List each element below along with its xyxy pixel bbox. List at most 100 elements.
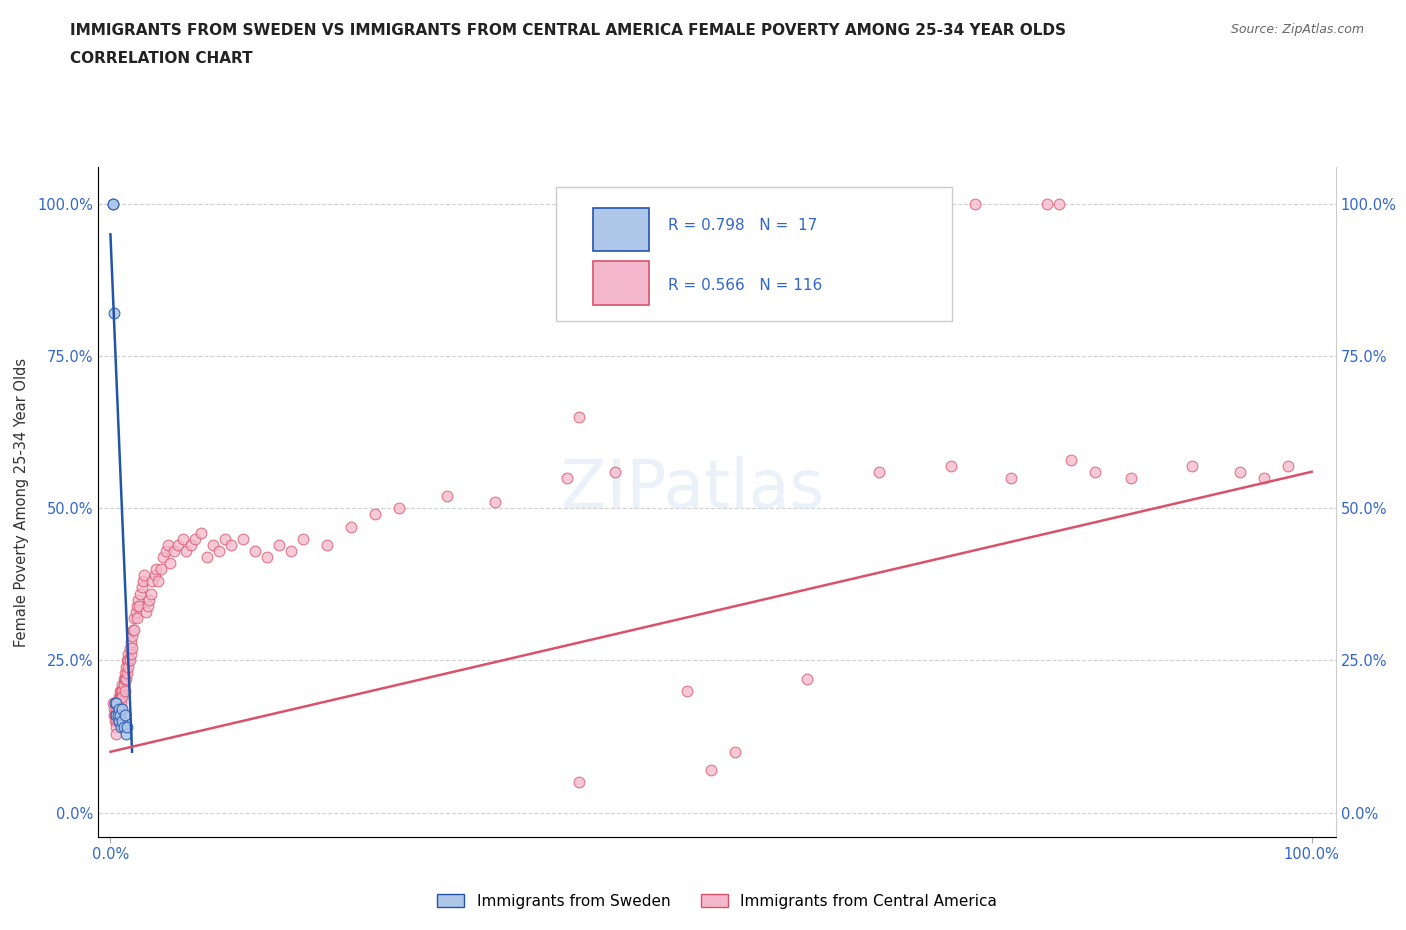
Point [117, 653, 139, 668]
Point [280, 543, 302, 558]
Point [120, 635, 142, 650]
Point [118, 653, 141, 668]
Point [117, 659, 139, 674]
Point [388, 501, 411, 516]
Point [105, 726, 128, 741]
Point [163, 543, 186, 558]
Point [190, 525, 212, 540]
Point [1277, 458, 1299, 473]
Point [339, 519, 361, 534]
Point [108, 708, 131, 723]
Point [127, 592, 149, 607]
Point [195, 550, 218, 565]
Point [676, 684, 699, 698]
Point [1060, 452, 1083, 467]
Point [965, 196, 987, 211]
Point [118, 641, 141, 656]
Point [149, 562, 172, 577]
Point [555, 471, 578, 485]
Point [110, 696, 132, 711]
Point [108, 714, 131, 729]
Point [1229, 464, 1251, 479]
Point [115, 659, 138, 674]
Point [111, 677, 134, 692]
Point [141, 586, 163, 601]
Point [128, 598, 150, 613]
Point [364, 507, 387, 522]
Point [101, 696, 124, 711]
Point [868, 464, 890, 479]
Point [1047, 196, 1070, 211]
Point [114, 708, 136, 723]
Point [108, 684, 131, 698]
Point [1000, 471, 1022, 485]
Point [101, 196, 124, 211]
Text: Source: ZipAtlas.com: Source: ZipAtlas.com [1230, 23, 1364, 36]
Point [603, 464, 626, 479]
Point [243, 543, 266, 558]
Point [174, 543, 197, 558]
Point [108, 714, 131, 729]
Point [135, 604, 157, 619]
Point [143, 568, 166, 583]
Point [104, 696, 127, 711]
Point [120, 647, 142, 662]
Point [105, 708, 128, 723]
Point [104, 714, 127, 729]
Point [110, 720, 132, 735]
Point [105, 702, 128, 717]
Point [117, 647, 139, 662]
Point [122, 622, 145, 637]
Point [141, 574, 163, 589]
Point [108, 708, 131, 723]
Point [124, 610, 146, 625]
Text: R = 0.798   N =  17: R = 0.798 N = 17 [668, 218, 817, 232]
Point [796, 671, 818, 686]
FancyBboxPatch shape [593, 261, 650, 305]
Point [152, 550, 174, 565]
Point [125, 598, 148, 613]
Point [105, 696, 128, 711]
Point [1253, 471, 1275, 485]
Point [104, 696, 127, 711]
Legend: Immigrants from Sweden, Immigrants from Central America: Immigrants from Sweden, Immigrants from … [429, 886, 1005, 916]
Point [114, 684, 136, 698]
Point [291, 531, 314, 546]
Point [105, 708, 128, 723]
Point [110, 689, 132, 704]
Point [129, 586, 152, 601]
Point [214, 531, 236, 546]
Point [183, 531, 205, 546]
Point [108, 696, 131, 711]
Text: R = 0.566   N = 116: R = 0.566 N = 116 [668, 278, 823, 293]
Point [159, 555, 181, 570]
Point [105, 720, 128, 735]
Point [219, 538, 242, 552]
Point [114, 671, 136, 686]
Point [111, 714, 134, 729]
Point [101, 196, 124, 211]
Point [568, 775, 591, 790]
Point [131, 580, 153, 595]
Point [117, 653, 139, 668]
Point [132, 574, 155, 589]
Point [110, 684, 132, 698]
Text: CORRELATION CHART: CORRELATION CHART [70, 51, 253, 66]
Point [107, 714, 129, 729]
Point [112, 677, 135, 692]
Point [724, 744, 747, 759]
Point [121, 629, 143, 644]
Point [111, 702, 134, 717]
Point [148, 574, 170, 589]
Point [115, 671, 138, 686]
Point [103, 702, 125, 717]
Point [880, 196, 903, 211]
Point [108, 708, 131, 723]
Point [568, 409, 591, 424]
Point [107, 708, 129, 723]
FancyBboxPatch shape [593, 207, 650, 251]
Point [1084, 464, 1107, 479]
Point [108, 689, 131, 704]
Point [107, 696, 129, 711]
Point [157, 538, 180, 552]
